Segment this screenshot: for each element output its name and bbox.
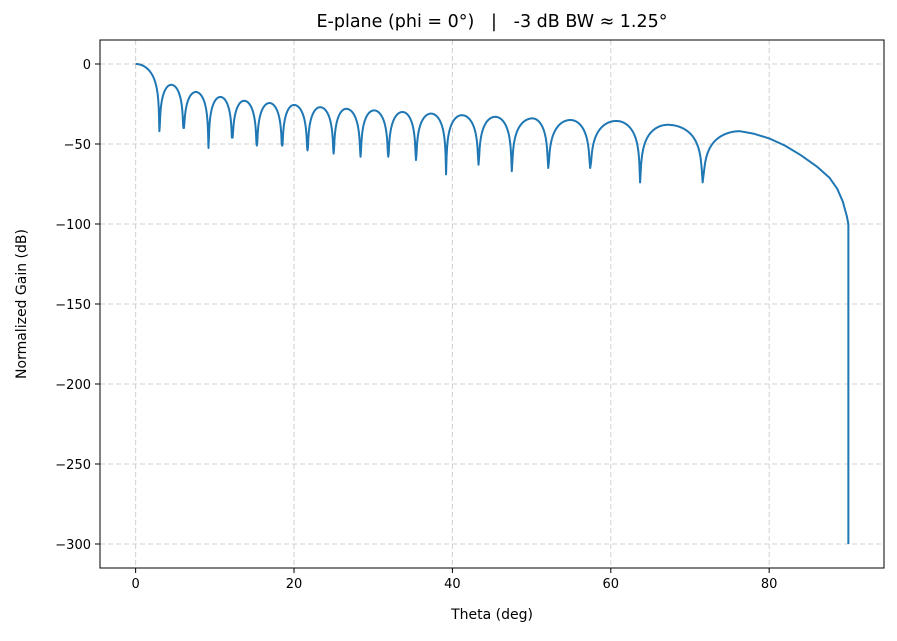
y-axis-label: Normalized Gain (dB) bbox=[14, 229, 30, 379]
x-tick-label: 80 bbox=[761, 577, 778, 592]
y-tick-label: −150 bbox=[55, 298, 91, 313]
chart-title: E-plane (phi = 0°) | -3 dB BW ≈ 1.25° bbox=[316, 12, 667, 32]
grid bbox=[100, 40, 884, 568]
x-tick-label: 20 bbox=[286, 577, 303, 592]
x-tick-label: 0 bbox=[131, 577, 139, 592]
gain-line bbox=[135, 63, 850, 544]
y-tick-label: −100 bbox=[55, 218, 91, 233]
y-tick-label: −50 bbox=[64, 138, 91, 153]
y-tick-label: 0 bbox=[83, 58, 91, 73]
x-tick-label: 60 bbox=[603, 577, 620, 592]
y-tick-label: −200 bbox=[55, 378, 91, 393]
ticks: 0 20 40 60 80 0 −50 −100 −150 −200 −250 −300 bbox=[55, 58, 777, 592]
x-tick-label: 40 bbox=[444, 577, 461, 592]
y-tick-label: −250 bbox=[55, 458, 91, 473]
y-tick-label: −300 bbox=[55, 538, 91, 553]
x-axis-label: Theta (deg) bbox=[450, 607, 533, 623]
gain-curve bbox=[135, 63, 850, 544]
